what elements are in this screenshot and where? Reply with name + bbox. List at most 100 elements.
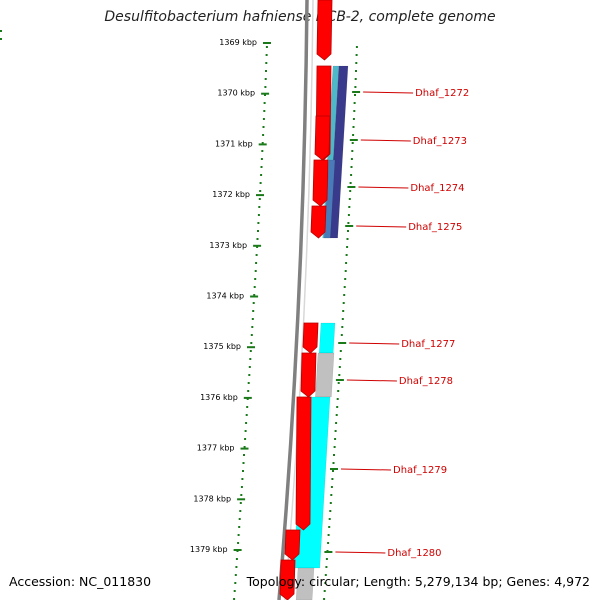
guide-dot-right [332,470,334,472]
gene-leader-line [340,468,392,471]
cds-arrow [279,559,296,600]
gene-label[interactable]: Dhaf_1274 [410,183,464,194]
guide-dot-left [260,174,263,176]
genome-summary-text: Topology: circular; Length: 5,279,134 bp… [246,574,590,589]
guide-dot-right [339,358,342,360]
guide-dot-right [354,78,357,80]
guide-dot-left [260,166,263,168]
guide-dot-left [242,462,245,464]
guide-dot-left [246,406,249,408]
kbp-tick [263,42,271,44]
gene-label[interactable]: Dhaf_1280 [387,548,441,559]
kbp-tick [243,396,252,399]
guide-dot-left [238,526,241,528]
guide-dot-left [257,230,259,232]
guide-dot-right [328,526,331,528]
guide-dot-left [259,190,262,192]
gene-leader-line [358,186,409,189]
guide-dot-right [349,182,352,184]
guide-dot-left [243,454,245,456]
guide-dot-right [350,158,353,160]
gene-label[interactable]: Dhaf_1279 [393,465,447,476]
guide-dot-right [334,438,337,440]
kbp-tick-label: 1375 kbp [203,342,241,351]
kbp-tick [256,194,264,197]
guide-dot-left [253,294,256,296]
kbp-tick-label: 1370 kbp [217,89,255,98]
guide-dot-left [245,422,248,424]
guide-dot-left [263,102,266,104]
cds-arrow [310,205,327,239]
guide-dot-right [336,406,339,408]
guide-dot-right [353,102,356,104]
gene-leader-line [335,551,386,554]
guide-dot-right [337,390,340,392]
feature-block [315,352,335,398]
guide-dot-left [244,430,247,432]
guide-dot-right [329,502,332,504]
guide-dot-right [327,534,330,536]
cds-arrow [302,322,319,354]
guide-dot-right [352,118,355,120]
guide-dot-right [325,558,328,560]
guide-dot-right [339,350,342,352]
gene-label[interactable]: Dhaf_1277 [401,339,455,350]
guide-dot-right [355,70,357,72]
gene-leader-line [356,225,407,228]
guide-dot-right [323,598,326,600]
guide-dot-right [324,582,327,584]
dotted-guide-lines [0,30,358,600]
backbone-highlight [284,0,314,600]
gene-tick [324,551,333,553]
guide-dot-left [242,470,244,472]
gene-label[interactable]: Dhaf_1272 [415,88,469,99]
guide-dot-right [0,38,2,40]
guide-dot-left [251,326,254,328]
cds-arrow [316,0,333,61]
gene-leader-line [363,91,414,94]
cds-arrow [314,115,331,161]
guide-dot-left [264,94,266,96]
guide-dot-right [331,478,334,480]
backbone-track [277,0,314,600]
guide-dot-left [252,302,255,304]
guide-dot-right [345,262,348,264]
gene-label[interactable]: Dhaf_1278 [399,376,453,387]
kbp-ruler: 1369 kbp 1370 kbp 1371 kbp 1372 kbp 1373 kbp… [190,38,271,554]
gene-tick [347,186,356,188]
guide-dot-left [257,222,260,224]
guide-dot-left [249,358,252,360]
guide-dot-right [335,414,338,416]
gene-label[interactable]: Dhaf_1273 [413,136,467,147]
backbone-line [277,0,309,600]
guide-dot-left [234,582,237,584]
kbp-tick [258,143,267,146]
guide-dot-left [249,350,252,352]
guide-dot-left [248,366,251,368]
gene-tick [338,342,347,344]
gene-leader-line [349,342,400,345]
guide-dot-left [251,318,254,320]
guide-dot-right [334,430,337,432]
guide-dot-left [262,134,265,136]
guide-dot-right [330,486,333,488]
guide-dot-right [324,574,327,576]
kbp-tick [250,295,259,298]
gene-label[interactable]: Dhaf_1275 [408,222,462,233]
guide-dot-right [329,510,332,512]
guide-dot-right [327,542,330,544]
kbp-tick-label: 1377 kbp [197,444,235,453]
guide-dot-right [323,590,326,592]
guide-dot-right [354,86,357,88]
guide-dot-right [350,166,353,168]
guide-dot-left [254,278,257,280]
cds-arrow [300,352,317,398]
guide-dot-right [338,366,341,368]
guide-dot-left [240,486,243,488]
guide-dot-right [344,270,347,272]
guide-dot-left [234,574,237,576]
guide-dot-left [255,254,258,256]
gene-labels: Dhaf_1272 Dhaf_1273 Dhaf_1274 Dhaf_1275 Dhaf… [324,88,469,559]
guide-dot-left [250,334,253,336]
